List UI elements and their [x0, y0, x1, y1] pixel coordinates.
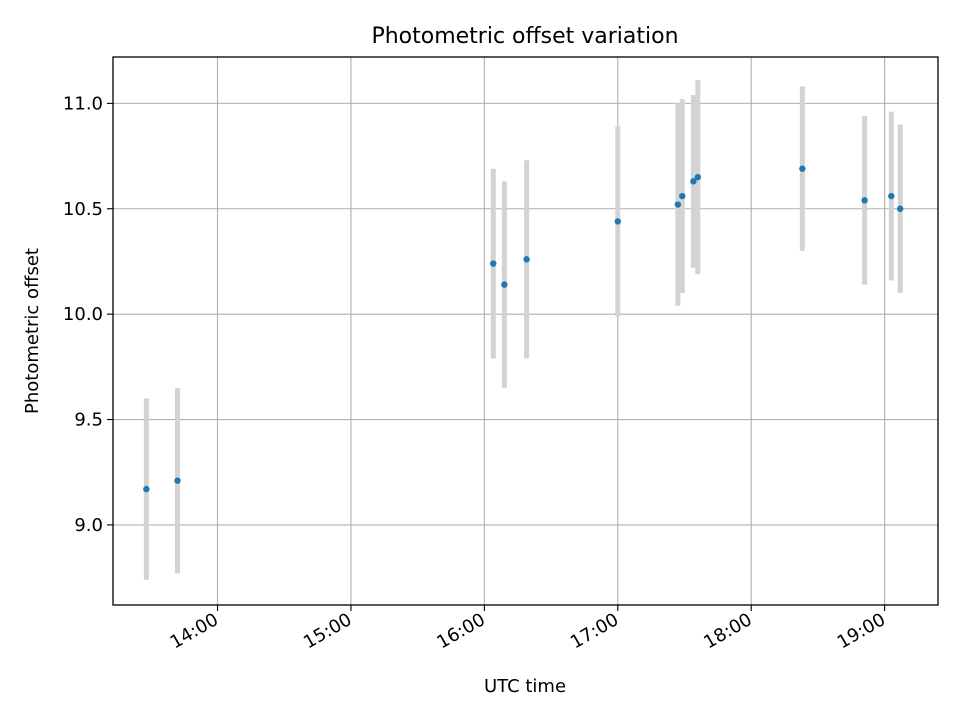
error-bars — [143, 80, 903, 580]
data-point — [690, 178, 697, 185]
plot-frame — [112, 56, 939, 606]
data-point — [888, 192, 895, 200]
y-tick-label: 10.0 — [63, 304, 103, 325]
y-axis-label: Photometric offset — [22, 248, 43, 414]
y-tick-label: 11.0 — [63, 93, 103, 114]
data-point — [799, 165, 806, 172]
data-point — [523, 256, 530, 263]
x-axis: 14:00 15:00 16:00 17:00 18:00 19:00 — [167, 605, 889, 653]
y-tick-label: 9.0 — [74, 515, 103, 536]
x-tick-label: 17:00 — [567, 609, 622, 653]
data-point — [174, 477, 181, 484]
data-point — [861, 197, 868, 204]
x-tick-label: 15:00 — [300, 609, 355, 653]
data-point — [694, 173, 702, 181]
data-points — [143, 165, 904, 493]
x-tick-label: 18:00 — [700, 609, 755, 653]
x-tick-label: 14:00 — [167, 609, 222, 653]
y-tick-label: 9.5 — [74, 410, 103, 431]
x-axis-label: UTC time — [484, 676, 566, 697]
data-point — [143, 485, 150, 493]
y-tick-label: 10.5 — [63, 199, 103, 220]
x-tick-label: 19:00 — [834, 609, 889, 653]
data-point — [896, 205, 904, 212]
data-point — [490, 260, 497, 267]
data-point — [614, 218, 621, 225]
y-axis: 9.0 9.5 10.0 10.5 11.0 — [63, 93, 113, 536]
data-point — [674, 201, 682, 208]
data-point — [501, 281, 508, 288]
x-tick-label: 16:00 — [433, 609, 488, 653]
chart-title: Photometric offset variation — [371, 24, 678, 49]
data-point — [679, 192, 686, 200]
